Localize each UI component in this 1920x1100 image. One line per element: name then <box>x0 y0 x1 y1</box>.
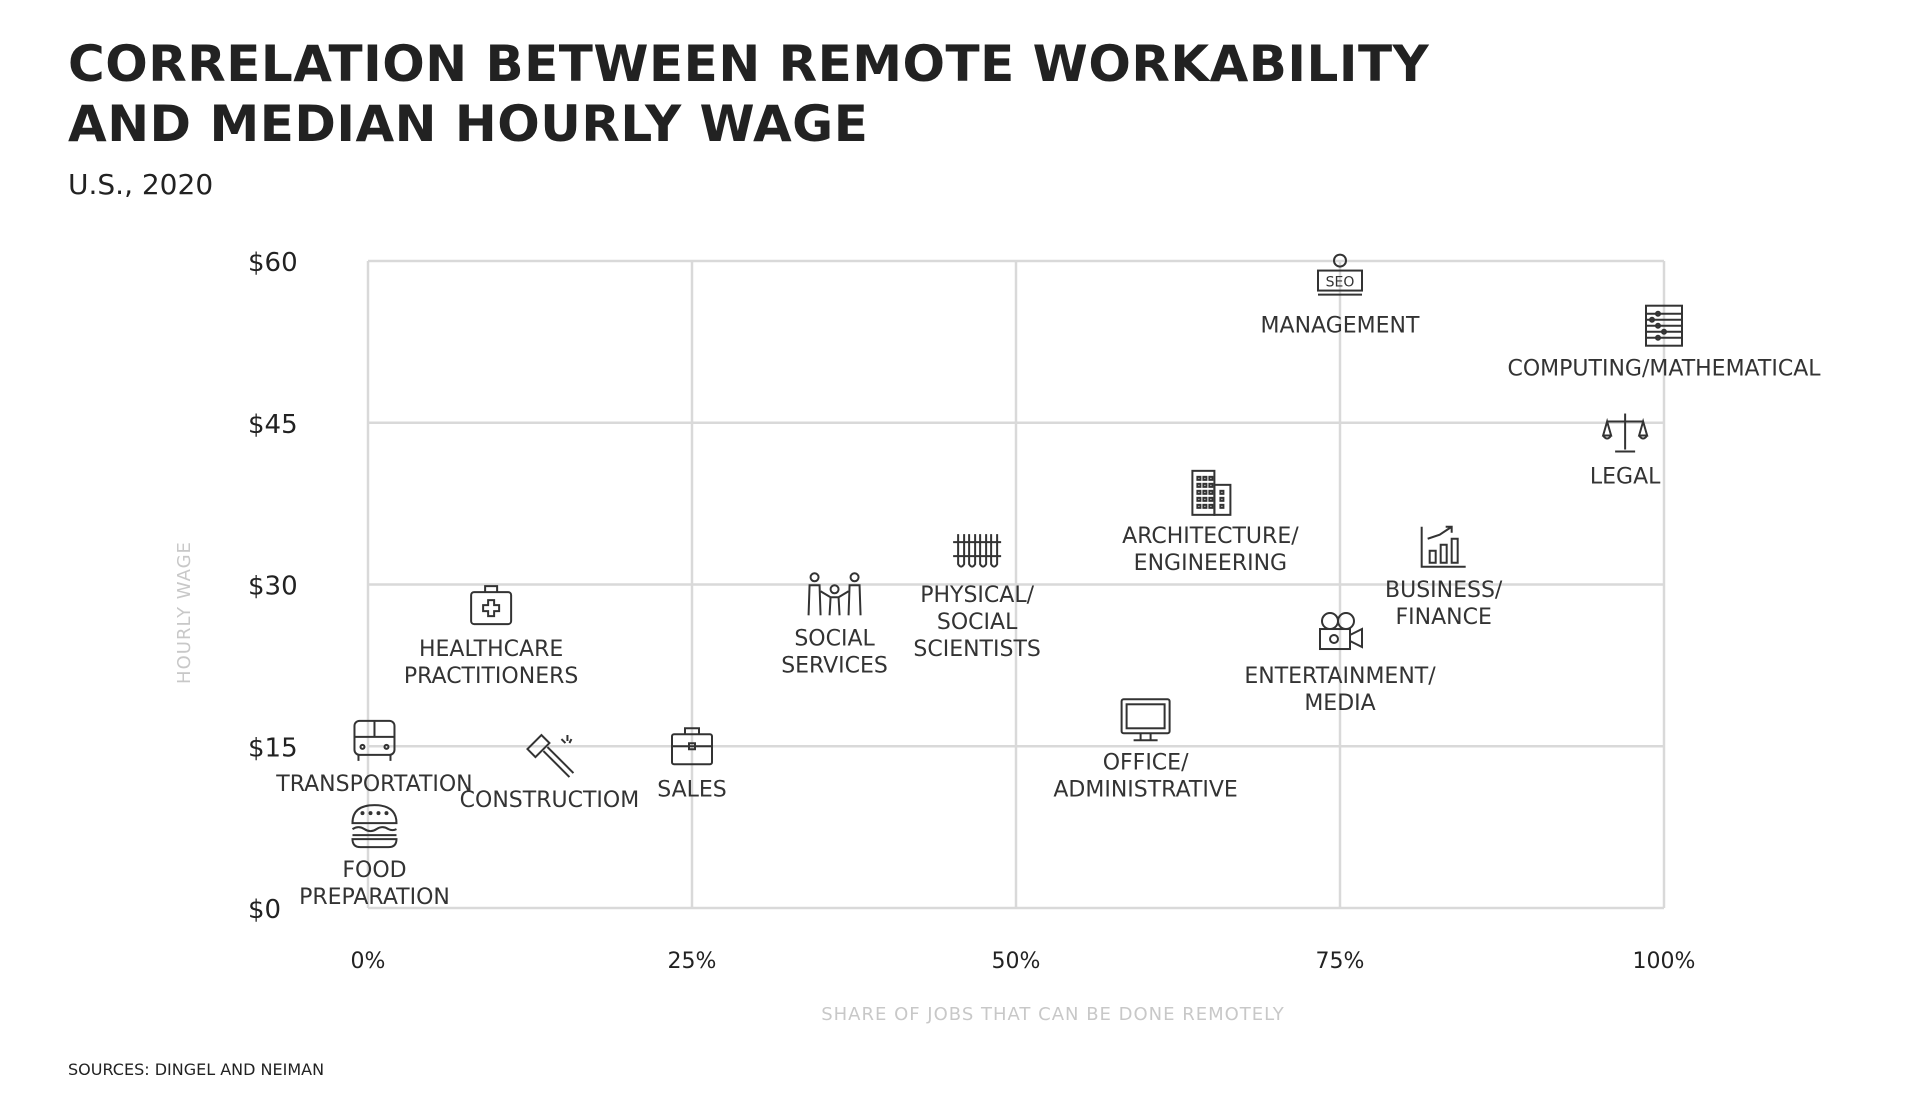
y-tick-label: $60 <box>248 248 298 278</box>
data-point: CONSTRUCTIOM <box>460 733 640 813</box>
abacus-icon <box>1645 304 1683 347</box>
point-label: ENTERTAINMENT/ <box>1244 664 1436 689</box>
data-point: BUSINESS/FINANCE <box>1385 525 1503 630</box>
point-label: ARCHITECTURE/ <box>1122 524 1299 549</box>
chart-title-line: AND MEDIAN HOURLY WAGE <box>68 95 869 153</box>
data-points: SEO MANAGEMENT COMPUTING/MATHEMATICAL LEGAL… <box>275 253 1822 910</box>
y-tick-label: $30 <box>248 572 298 602</box>
x-axis-title: SHARE OF JOBS THAT CAN BE DONE REMOTELY <box>821 1004 1285 1025</box>
point-label: FOOD <box>342 858 406 883</box>
burger-icon <box>351 804 398 849</box>
data-point: ENTERTAINMENT/MEDIA <box>1244 612 1436 716</box>
data-point: LEGAL <box>1590 413 1661 490</box>
chart-subtitle: U.S., 2020 <box>68 168 214 201</box>
axis-ticks: 0% 25% 50% 75% 100% $0 $15 $30 $45 $60 <box>248 248 1695 974</box>
source-note: SOURCES: DINGEL AND NEIMAN <box>68 1060 325 1079</box>
y-axis-title: HOURLY WAGE <box>174 541 195 684</box>
data-point: TRANSPORTATION <box>275 719 473 797</box>
point-label: PRACTITIONERS <box>404 664 578 689</box>
data-point: SEO MANAGEMENT <box>1261 253 1420 339</box>
point-label: SERVICES <box>781 653 888 678</box>
data-point: ARCHITECTURE/ENGINEERING <box>1122 469 1299 576</box>
growth-chart-icon <box>1420 525 1466 568</box>
point-label: SOCIAL <box>937 610 1018 635</box>
x-tick-label: 0% <box>351 949 386 974</box>
y-tick-label: $45 <box>248 410 298 440</box>
point-label: ADMINISTRATIVE <box>1053 777 1237 802</box>
point-label: SALES <box>657 777 727 802</box>
point-label: CONSTRUCTIOM <box>460 788 640 813</box>
x-tick-label: 75% <box>1316 949 1365 974</box>
first-aid-kit-icon <box>470 585 513 626</box>
test-tubes-icon <box>953 534 1002 568</box>
svg-text:SEO: SEO <box>1326 275 1355 291</box>
point-label: SOCIAL <box>794 626 875 651</box>
point-label: ENGINEERING <box>1134 551 1287 576</box>
point-label: LEGAL <box>1590 465 1661 490</box>
data-point: OFFICE/ADMINISTRATIVE <box>1053 698 1238 802</box>
grid <box>366 259 1666 910</box>
point-label: HEALTHCARE <box>419 637 563 662</box>
y-tick-label: $15 <box>248 733 298 763</box>
x-tick-label: 50% <box>992 949 1041 974</box>
building-icon <box>1191 469 1232 516</box>
movie-camera-icon <box>1319 612 1363 651</box>
y-tick-label: $0 <box>248 895 281 925</box>
data-point: COMPUTING/MATHEMATICAL <box>1508 304 1822 382</box>
point-label: MEDIA <box>1304 691 1375 716</box>
bus-icon <box>353 719 396 761</box>
point-label: COMPUTING/MATHEMATICAL <box>1508 357 1822 382</box>
point-label: PHYSICAL/ <box>920 583 1034 608</box>
x-tick-label: 25% <box>668 949 717 974</box>
people-icon <box>807 572 862 616</box>
chart-title-line: CORRELATION BETWEEN REMOTE WORKABILITY <box>68 35 1430 93</box>
point-label: OFFICE/ <box>1103 750 1189 775</box>
data-point: SALES <box>657 727 727 802</box>
point-label: BUSINESS/ <box>1385 578 1503 603</box>
point-label: FINANCE <box>1395 605 1491 630</box>
monitor-icon <box>1120 698 1171 742</box>
hammer-icon <box>526 733 575 778</box>
point-label: SCIENTISTS <box>913 637 1040 662</box>
chart-title: CORRELATION BETWEEN REMOTE WORKABILITY A… <box>68 34 1429 154</box>
point-label: PREPARATION <box>299 885 450 910</box>
x-tick-label: 100% <box>1633 949 1696 974</box>
scales-icon <box>1601 413 1649 453</box>
seo-presenter-icon: SEO <box>1317 253 1363 296</box>
point-label: TRANSPORTATION <box>275 772 472 797</box>
point-label: MANAGEMENT <box>1261 314 1420 339</box>
briefcase-icon <box>671 727 713 766</box>
